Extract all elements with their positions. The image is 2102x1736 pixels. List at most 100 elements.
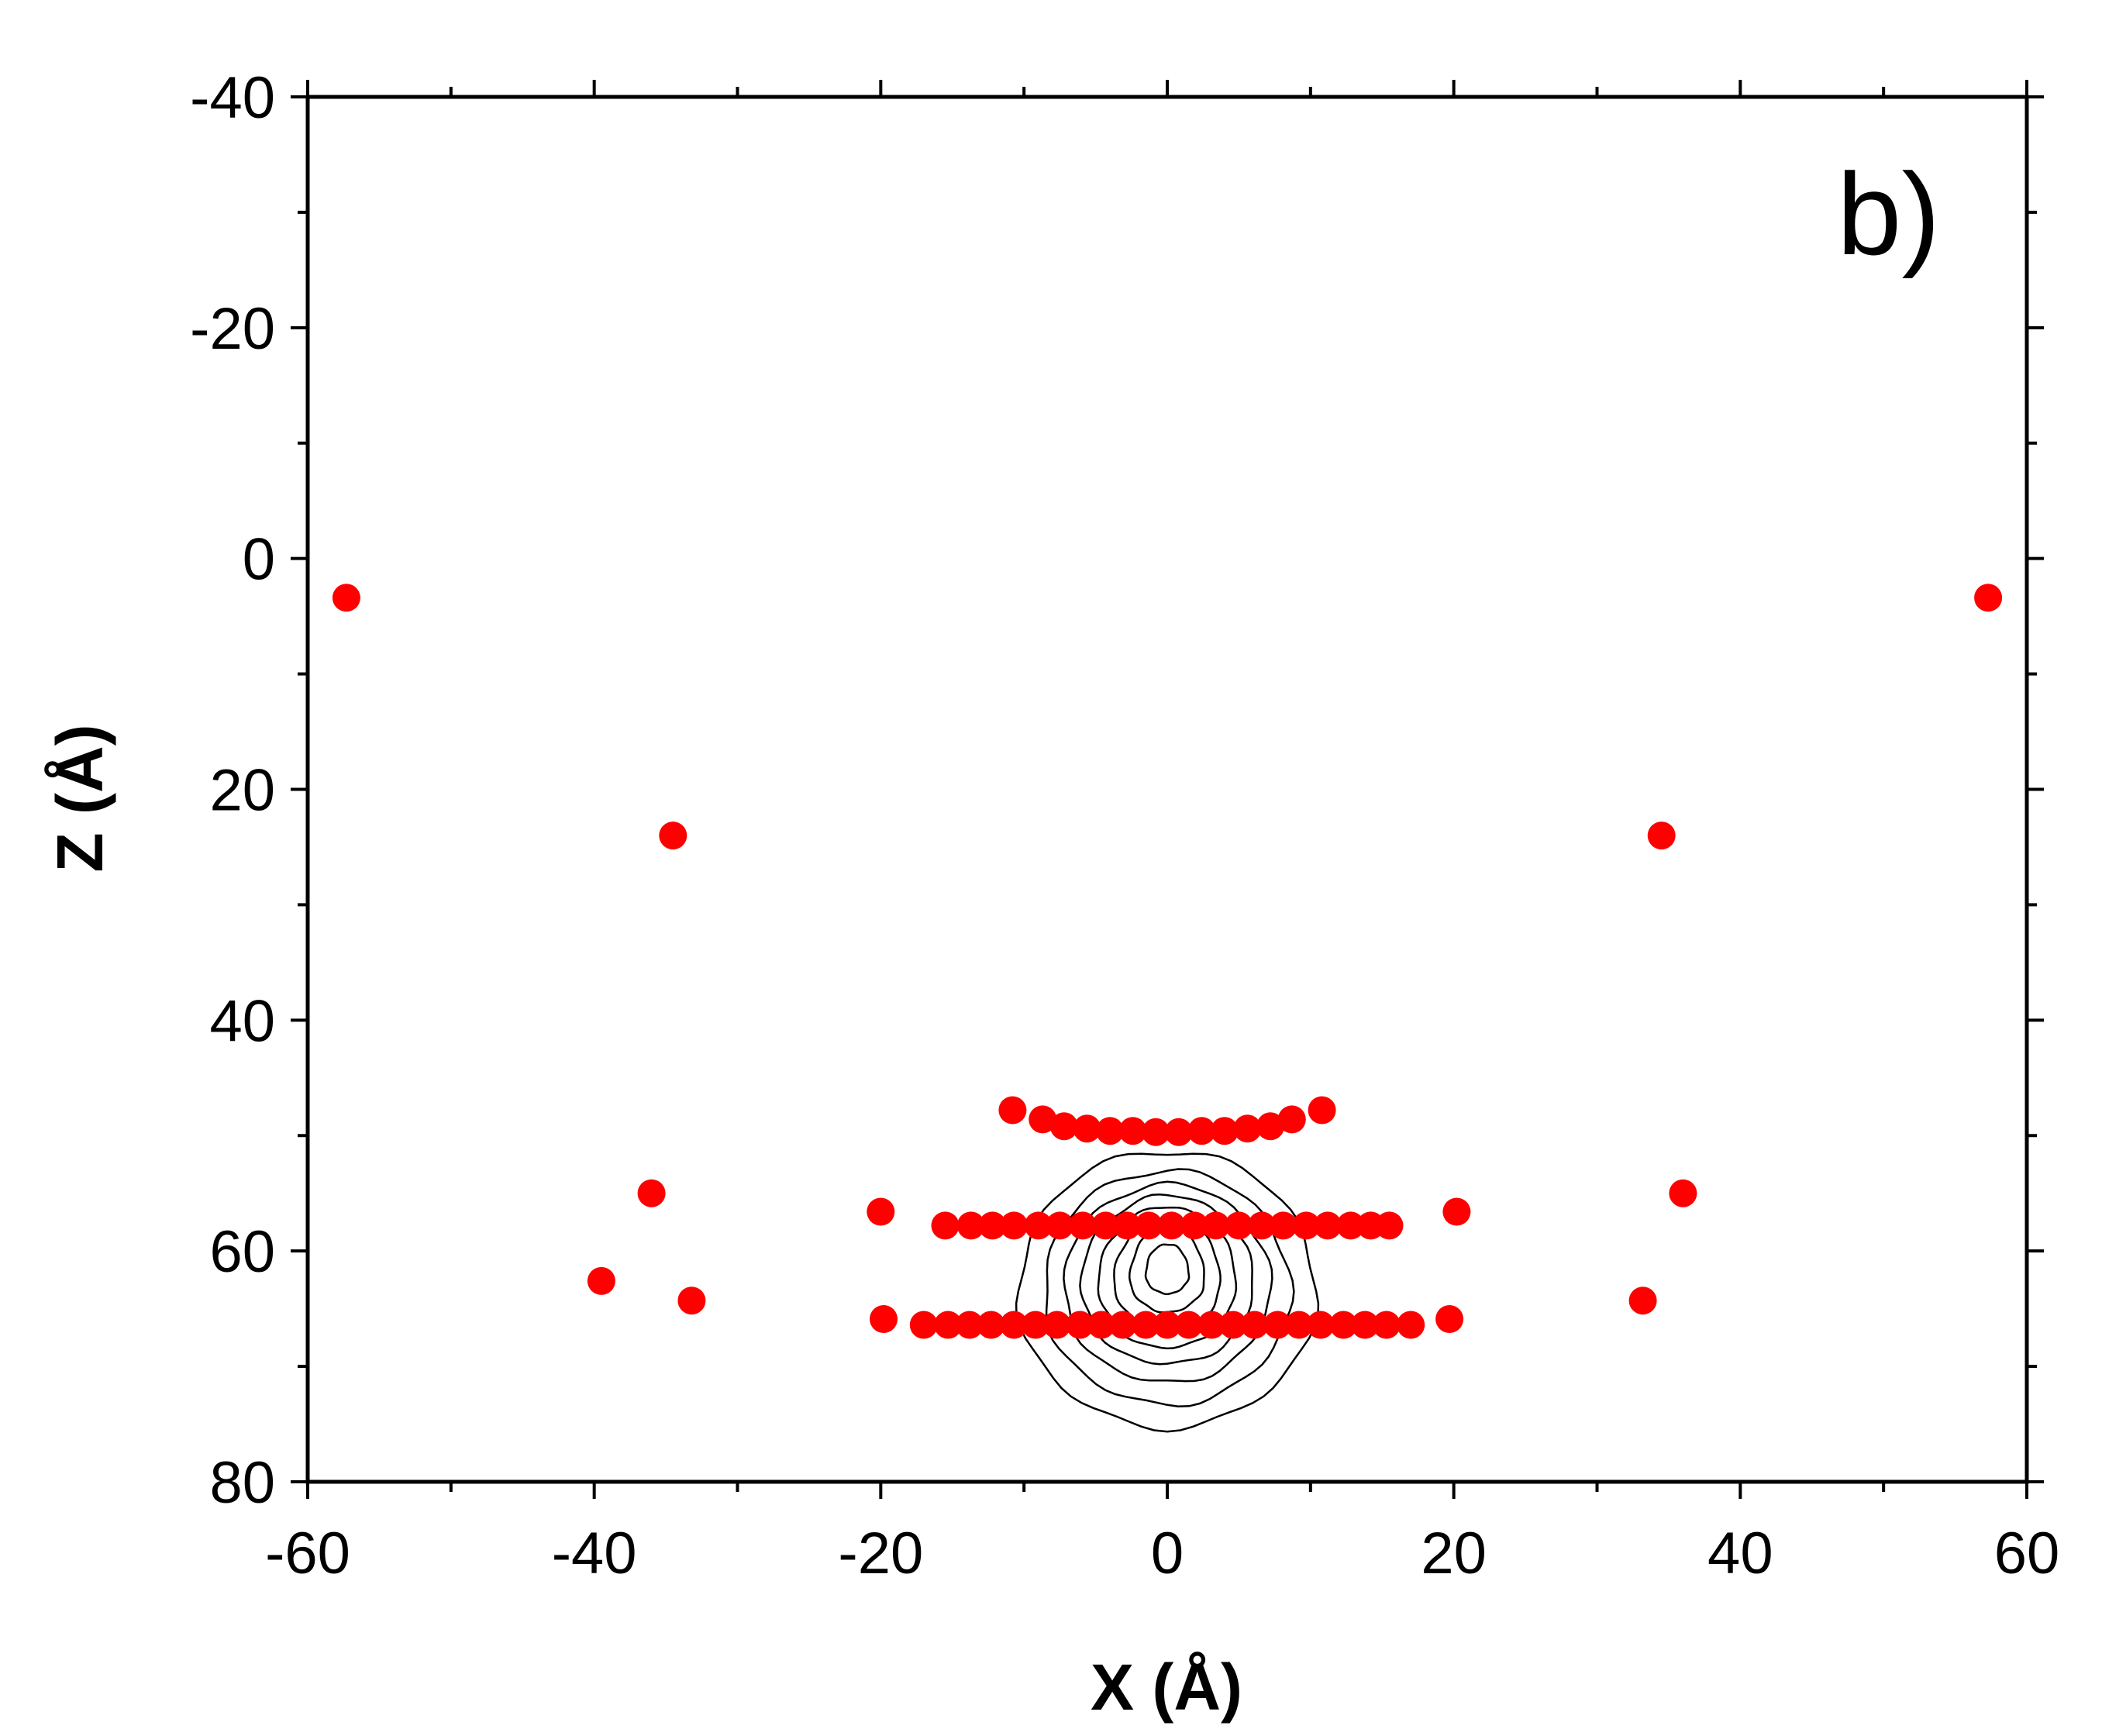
data-point [934, 1311, 963, 1339]
data-point [1435, 1305, 1464, 1333]
density-contour [1015, 1152, 1320, 1433]
data-point [1096, 1117, 1125, 1145]
data-point [1336, 1211, 1365, 1240]
data-point [1108, 1311, 1137, 1339]
data-point [1256, 1112, 1285, 1141]
data-point [1068, 1211, 1097, 1240]
axes [305, 95, 2029, 1484]
contour-layer [1015, 1152, 1320, 1433]
plot-frame [305, 95, 2029, 1484]
data-point [1269, 1211, 1297, 1240]
x-tick-label: 60 [1994, 1521, 2060, 1586]
data-point [1000, 1311, 1029, 1339]
data-point [1397, 1311, 1425, 1339]
data-point [637, 1179, 666, 1207]
data-point [1024, 1211, 1053, 1240]
data-point [955, 1311, 984, 1339]
data-point [677, 1286, 706, 1315]
y-tick-label: 60 [209, 1219, 275, 1285]
density-contour [1128, 1226, 1205, 1314]
data-point [659, 822, 687, 850]
data-point [978, 1211, 1007, 1240]
data-point [1135, 1211, 1163, 1240]
data-point [1351, 1311, 1380, 1339]
data-point [998, 1096, 1027, 1125]
data-point [1091, 1211, 1120, 1240]
data-point [1248, 1211, 1276, 1240]
data-point [1285, 1311, 1313, 1339]
data-point [1073, 1114, 1101, 1143]
density-contour [1063, 1180, 1273, 1383]
density-contour [1079, 1193, 1253, 1366]
x-tick-label: 20 [1421, 1521, 1487, 1586]
data-point [1375, 1211, 1404, 1240]
data-point [1142, 1118, 1170, 1146]
data-point [1197, 1311, 1226, 1339]
data-point [1180, 1211, 1209, 1240]
data-point [1669, 1179, 1697, 1207]
data-point [1113, 1211, 1142, 1240]
data-point [1029, 1105, 1057, 1134]
x-axis-title: X (Å) [1091, 1651, 1242, 1724]
tick-labels: -60 -40 -20 0 20 40 60 -40 -20 0 20 40 60 80 [190, 65, 2059, 1586]
data-point [1628, 1286, 1657, 1315]
y-tick-label: 20 [209, 758, 275, 824]
y-axis-title: Z (Å) [43, 724, 116, 872]
data-point [1233, 1114, 1262, 1143]
data-point [870, 1305, 898, 1333]
data-point [1164, 1118, 1193, 1146]
data-point [1308, 1096, 1336, 1125]
data-point [1174, 1311, 1203, 1339]
x-tick-label: 0 [1151, 1521, 1184, 1586]
data-point [1000, 1211, 1029, 1240]
panel-label: b) [1837, 149, 1940, 279]
data-point [1132, 1311, 1160, 1339]
data-point [1372, 1311, 1401, 1339]
density-contour [1045, 1168, 1295, 1407]
data-point [1974, 584, 2003, 612]
data-point [1201, 1211, 1230, 1240]
data-point [867, 1197, 895, 1226]
y-tick-label: 40 [209, 988, 275, 1054]
data-point [909, 1311, 938, 1339]
density-contour [1144, 1243, 1191, 1296]
y-tick-label: 80 [209, 1450, 275, 1516]
data-point [1087, 1311, 1115, 1339]
data-point [1219, 1311, 1247, 1339]
data-point [1187, 1117, 1216, 1145]
y-tick-label: -20 [190, 296, 275, 362]
data-point [1042, 1311, 1071, 1339]
y-tick-label: -40 [190, 65, 275, 131]
ticks [291, 80, 2044, 1499]
x-tick-label: -60 [265, 1521, 350, 1586]
data-point [1306, 1311, 1335, 1339]
scatter-points [332, 584, 2003, 1339]
x-tick-label: 40 [1707, 1521, 1773, 1586]
data-point [1022, 1311, 1049, 1339]
data-point [1329, 1311, 1358, 1339]
data-point [1049, 1112, 1078, 1141]
data-point [1263, 1311, 1292, 1339]
data-point [977, 1311, 1005, 1339]
data-point [1314, 1211, 1342, 1240]
data-point [1066, 1311, 1094, 1339]
data-point [931, 1211, 960, 1240]
data-point [332, 584, 360, 612]
x-tick-label: -20 [838, 1521, 923, 1586]
data-point [1442, 1197, 1471, 1226]
data-point [1210, 1117, 1239, 1145]
data-point [1647, 822, 1676, 850]
data-point [1292, 1211, 1321, 1240]
data-point [1277, 1105, 1306, 1134]
data-point [1118, 1117, 1147, 1145]
data-point [1153, 1311, 1181, 1339]
data-point [1225, 1211, 1253, 1240]
x-tick-label: -40 [552, 1521, 637, 1586]
y-tick-label: 0 [243, 527, 275, 593]
data-point [587, 1266, 615, 1295]
data-point [1046, 1211, 1074, 1240]
data-point [1157, 1211, 1186, 1240]
data-point [956, 1211, 985, 1240]
data-point [1240, 1311, 1269, 1339]
